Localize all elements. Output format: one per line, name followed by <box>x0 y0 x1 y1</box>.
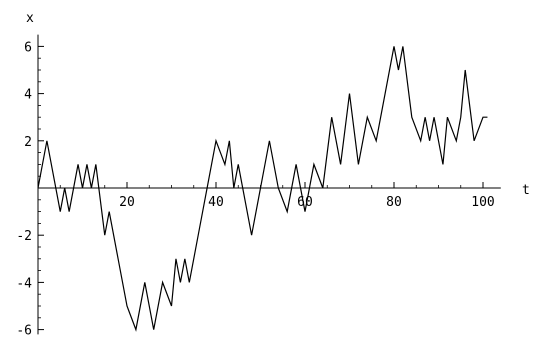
x-tick-label: 20 <box>119 195 135 210</box>
x-tick-label: 80 <box>386 195 402 210</box>
y-axis-label: x <box>26 11 34 26</box>
x-tick-label: 60 <box>297 195 313 210</box>
series-line <box>37 46 488 332</box>
x-tick-label: 40 <box>208 195 224 210</box>
y-tick-label: 2 <box>24 135 32 150</box>
y-tick-label: -4 <box>16 276 32 291</box>
y-tick-label: 6 <box>24 40 32 55</box>
y-tick-label: 4 <box>24 88 32 103</box>
y-axis: -6 -4 -2 2 4 6 <box>16 34 44 338</box>
x-axis: 20 40 60 80 100 <box>38 182 501 210</box>
x-tick-label: 100 <box>471 195 494 210</box>
y-tick-label: -2 <box>16 229 32 244</box>
x-axis-label: t <box>522 183 530 198</box>
y-tick-label: -6 <box>16 324 32 338</box>
